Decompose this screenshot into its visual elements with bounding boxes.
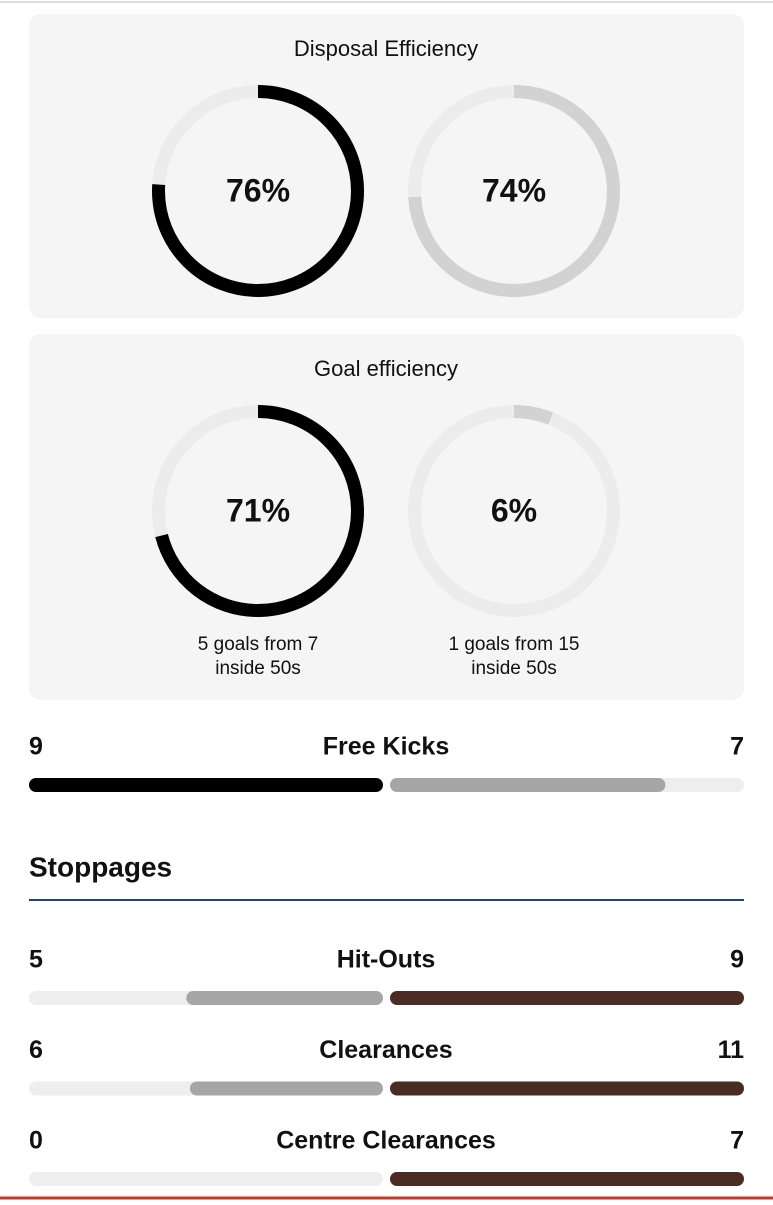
- left-value: 9: [29, 733, 43, 761]
- right-value: 9: [730, 946, 744, 974]
- card: [29, 334, 744, 700]
- ring-caption: 5 goals from 7: [198, 634, 318, 655]
- card-title: Disposal Efficiency: [294, 36, 478, 61]
- right-value: 11: [718, 1036, 745, 1064]
- ring-arc: [152, 85, 364, 297]
- left-bar: [189, 1081, 383, 1096]
- stat-label: Clearances: [319, 1036, 452, 1064]
- right-value: 7: [730, 733, 744, 761]
- stat-label: Hit-Outs: [337, 946, 436, 974]
- ring-arc: [152, 405, 364, 617]
- left-value: 5: [29, 946, 43, 974]
- left-value: 0: [29, 1127, 43, 1155]
- card: [29, 14, 744, 318]
- left-value: 6: [29, 1036, 43, 1064]
- ring-label: 76%: [226, 172, 290, 208]
- ring-caption: inside 50s: [471, 658, 557, 679]
- bar-track: [29, 1172, 383, 1186]
- ring-caption: 1 goals from 15: [449, 634, 580, 655]
- right-value: 7: [730, 1127, 744, 1155]
- left-bar: [186, 991, 383, 1005]
- card-title: Goal efficiency: [314, 356, 458, 381]
- ring-label: 71%: [226, 492, 290, 528]
- right-bar: [390, 1172, 744, 1186]
- ring-caption: inside 50s: [215, 658, 301, 679]
- right-bar: [390, 991, 744, 1005]
- ring-label: 74%: [482, 172, 546, 208]
- stat-label: Free Kicks: [323, 733, 449, 761]
- ring-arc: [408, 405, 620, 617]
- stat-label: Centre Clearances: [276, 1127, 496, 1155]
- right-bar: [390, 778, 666, 792]
- ring-arc: [408, 85, 620, 297]
- right-bar: [390, 1081, 744, 1096]
- ring-label: 6%: [491, 492, 537, 528]
- left-bar: [29, 778, 383, 792]
- section-title: Stoppages: [29, 851, 172, 882]
